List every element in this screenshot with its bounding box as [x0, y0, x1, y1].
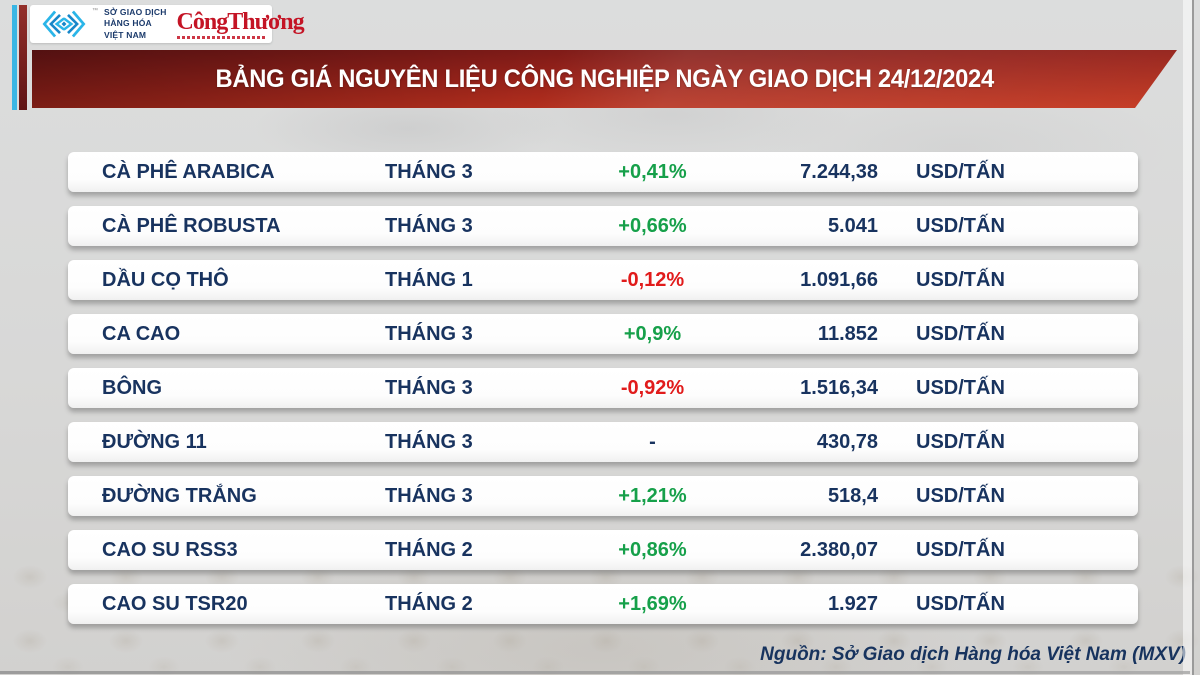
contract-month: THÁNG 1	[385, 268, 473, 291]
table-row: ĐƯỜNG TRẮNG THÁNG 3 +1,21% 518,4 USD/TẤN	[68, 476, 1138, 516]
price-unit: USD/TẤN	[916, 592, 1005, 615]
percent-change: -0,12%	[620, 268, 685, 291]
right-edge-strip	[1183, 0, 1192, 675]
price-value: 7.244,38	[800, 160, 878, 183]
price-unit: USD/TẤN	[916, 376, 1005, 399]
contract-month: THÁNG 3	[385, 376, 473, 399]
commodity-name: CA CAO	[102, 322, 181, 345]
price-unit: USD/TẤN	[916, 538, 1005, 561]
table-row: CÀ PHÊ ROBUSTA THÁNG 3 +0,66% 5.041 USD/…	[68, 206, 1138, 246]
percent-change: +0,41%	[618, 160, 687, 183]
congthuong-tagline	[176, 35, 265, 39]
percent-change: -0,92%	[620, 376, 685, 399]
price-unit: USD/TẤN	[916, 484, 1005, 507]
table-row: DẦU CỌ THÔ THÁNG 1 -0,12% 1.091,66 USD/T…	[68, 260, 1138, 300]
table-row: BÔNG THÁNG 3 -0,92% 1.516,34 USD/TẤN	[68, 368, 1138, 408]
commodity-name: CAO SU TSR20	[102, 592, 248, 615]
contract-month: THÁNG 3	[385, 430, 473, 453]
price-unit: USD/TẤN	[916, 160, 1005, 183]
price-value: 1.091,66	[800, 268, 878, 291]
percent-change: +1,69%	[618, 592, 687, 615]
price-unit: USD/TẤN	[916, 322, 1005, 345]
price-unit: USD/TẤN	[916, 214, 1005, 237]
price-unit: USD/TẤN	[916, 268, 1005, 291]
price-unit: USD/TẤN	[916, 430, 1005, 453]
contract-month: THÁNG 2	[385, 592, 473, 615]
commodity-name: ĐƯỜNG TRẮNG	[102, 484, 257, 507]
percent-change: +1,21%	[618, 484, 687, 507]
commodity-name: DẦU CỌ THÔ	[102, 268, 229, 291]
mxv-name-line1: SỞ GIAO DỊCH	[104, 7, 167, 18]
percent-change: +0,9%	[623, 322, 682, 345]
commodity-name: CÀ PHÊ ROBUSTA	[102, 214, 281, 237]
left-accent-bar-maroon	[19, 5, 27, 110]
percent-change: -	[649, 430, 656, 453]
congthuong-wordmark: CôngThương	[176, 8, 305, 35]
table-row: ĐƯỜNG 11 THÁNG 3 - 430,78 USD/TẤN	[68, 422, 1138, 462]
percent-change: +0,86%	[618, 538, 687, 561]
price-value: 5.041	[827, 214, 878, 237]
price-value: 2.380,07	[800, 538, 878, 561]
source-note: Nguồn: Sở Giao dịch Hàng hóa Việt Nam (M…	[760, 644, 1186, 665]
page-title: BẢNG GIÁ NGUYÊN LIỆU CÔNG NGHIỆP NGÀY GI…	[215, 64, 994, 93]
contract-month: THÁNG 3	[385, 214, 473, 237]
congthuong-logo: CôngThương	[176, 8, 305, 39]
left-accent-bar-cyan	[12, 5, 17, 110]
price-table: CÀ PHÊ ARABICA THÁNG 3 +0,41% 7.244,38 U…	[68, 152, 1138, 638]
mxv-name: SỞ GIAO DỊCH HÀNG HÓA VIỆT NAM	[104, 7, 167, 40]
price-value: 518,4	[827, 484, 878, 507]
price-value: 11.852	[817, 322, 878, 345]
price-value: 430,78	[816, 430, 878, 453]
commodity-name: BÔNG	[102, 376, 162, 399]
commodity-name: ĐƯỜNG 11	[102, 430, 207, 453]
mxv-name-line2: HÀNG HÓA	[104, 18, 152, 29]
trademark-symbol: ™	[92, 8, 98, 14]
contract-month: THÁNG 3	[385, 322, 473, 345]
table-row: CA CAO THÁNG 3 +0,9% 11.852 USD/TẤN	[68, 314, 1138, 354]
commodity-name: CÀ PHÊ ARABICA	[102, 160, 275, 183]
right-edge-line	[1192, 0, 1194, 675]
mxv-logo-icon	[42, 10, 86, 38]
table-row: CAO SU RSS3 THÁNG 2 +0,86% 2.380,07 USD/…	[68, 530, 1138, 570]
table-row: CÀ PHÊ ARABICA THÁNG 3 +0,41% 7.244,38 U…	[68, 152, 1138, 192]
percent-change: +0,66%	[618, 214, 687, 237]
title-banner: BẢNG GIÁ NGUYÊN LIỆU CÔNG NGHIỆP NGÀY GI…	[32, 50, 1177, 108]
mxv-name-line3: VIỆT NAM	[104, 29, 147, 40]
contract-month: THÁNG 3	[385, 160, 473, 183]
table-row: CAO SU TSR20 THÁNG 2 +1,69% 1.927 USD/TẤ…	[68, 584, 1138, 624]
price-value: 1.516,34	[800, 376, 878, 399]
bottom-edge-line	[0, 671, 1190, 674]
commodity-name: CAO SU RSS3	[102, 538, 238, 561]
contract-month: THÁNG 2	[385, 538, 473, 561]
logo-card: ™ SỞ GIAO DỊCH HÀNG HÓA VIỆT NAM CôngThư…	[30, 5, 305, 43]
price-value: 1.927	[827, 592, 878, 615]
contract-month: THÁNG 3	[385, 484, 473, 507]
